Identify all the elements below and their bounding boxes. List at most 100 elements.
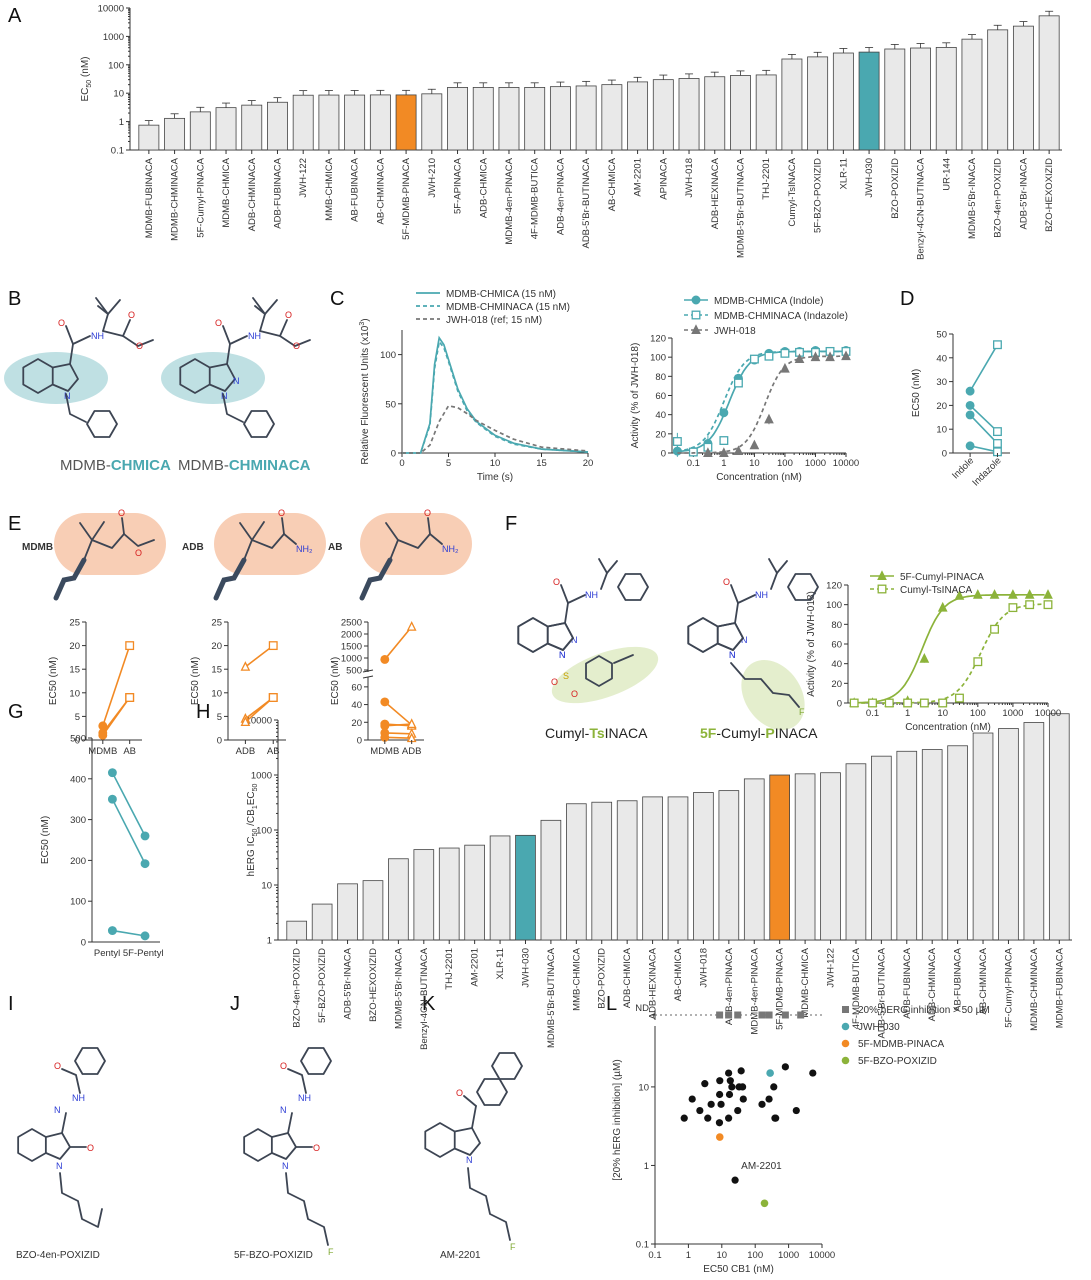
- panel-label-J: J: [230, 993, 240, 1015]
- F-legend-marker: [877, 584, 887, 594]
- D-point: [965, 400, 975, 410]
- I-phenyl: [74, 1047, 106, 1075]
- C-left-series-line: [402, 339, 589, 454]
- A-bar: [344, 94, 366, 151]
- A-category-label: ADB-FUBINACA: [272, 157, 283, 228]
- G-pair-line: [111, 772, 146, 837]
- E1-y-tick-label: 0: [75, 736, 80, 747]
- H-bar: [388, 858, 409, 941]
- H-y-tick-label: 10000: [246, 716, 272, 727]
- B-right-cyclohexyl: [243, 410, 275, 438]
- E-mdmb-ester: [123, 533, 155, 547]
- E1-y-tick-label: 15: [69, 665, 80, 676]
- A-bar: [832, 52, 854, 151]
- C-right-legend-label: MDMB-CHMICA (Indole): [714, 296, 823, 307]
- C-left-x-tick-label: 20: [583, 458, 594, 469]
- L-data-point: [726, 1077, 734, 1085]
- E3-pair-line: [384, 736, 412, 740]
- I-label: BZO-4en-POXIZID: [16, 1250, 100, 1261]
- H-bar: [667, 796, 689, 941]
- E-adb-carbonyl: [281, 517, 285, 535]
- F-left-amide: [564, 594, 586, 624]
- panel-label-H: H: [196, 701, 210, 723]
- F-x-tick-label: 0.1: [866, 708, 879, 719]
- A-category-label: 5F-Cumyl-PINACA: [195, 157, 206, 237]
- H-category-label: Benzyl-4CN-BUTINACA: [419, 947, 430, 1050]
- H-category-label: MDMB-4en-PINACA: [749, 947, 760, 1034]
- A-bar: [318, 94, 340, 151]
- panel-label-D: D: [900, 288, 914, 310]
- F-y-tick-label: 60: [831, 640, 842, 651]
- K-naphthyl-b: [491, 1052, 523, 1080]
- K-atom-N: N: [466, 1155, 473, 1165]
- B-left-cyclohexyl: [86, 410, 118, 438]
- G-y-tick-label: 500: [70, 734, 86, 745]
- H-category-label: 4F-MDMB-BUTICA: [851, 947, 862, 1029]
- F-left-cumyl: [598, 558, 608, 590]
- L-data-point: [770, 1083, 778, 1091]
- J-label: 5F-BZO-POXIZID: [234, 1250, 313, 1261]
- I-atom-NH: NH: [72, 1093, 85, 1103]
- J-atom-O2: O: [280, 1061, 287, 1071]
- G-y-tick-label: 200: [70, 856, 86, 867]
- C-right-y-tick-label: 0: [661, 449, 666, 460]
- C-right-x-axis-label: Concentration (nM): [716, 472, 802, 483]
- E1-point: [125, 641, 135, 651]
- D-y-axis-label: EC50 (nM): [911, 369, 922, 417]
- A-bar: [267, 101, 288, 151]
- B-left-label: MDMB-CHMICA: [60, 457, 171, 474]
- A-bar: [549, 86, 571, 151]
- C-right-data-point: [764, 413, 774, 424]
- L-legend-marker: [841, 1022, 850, 1031]
- F-right-pentyl: [730, 662, 800, 708]
- B-right-core-highlight: [161, 352, 265, 404]
- F-legend-marker: [877, 570, 887, 580]
- H-category-label: JWH-122: [826, 948, 837, 988]
- H-y-tick-label: 100: [256, 826, 272, 837]
- A-category-label: ADB-4en-PINACA: [555, 157, 566, 235]
- panel-label-F: F: [505, 513, 517, 535]
- C-right-y-tick-label: 80: [655, 372, 666, 383]
- D-pair-line: [969, 344, 999, 392]
- F-y-tick-label: 20: [831, 679, 842, 690]
- F-left-label: Cumyl-TsINACA: [545, 725, 648, 741]
- K-atom-O: O: [456, 1088, 463, 1098]
- E1-y-tick-label: 5: [75, 712, 80, 723]
- A-bar: [755, 74, 777, 151]
- F-right-atom-O: O: [723, 577, 730, 587]
- E3-y-tick-label: 2000: [341, 630, 362, 641]
- G-point: [107, 768, 117, 778]
- H-bar: [616, 800, 638, 941]
- D-y-tick-label: 40: [936, 353, 947, 364]
- H-bar: [769, 774, 790, 941]
- L-data-point: [765, 1095, 773, 1103]
- F-left-atom-O3: O: [571, 689, 578, 699]
- J-atom-NH: NH: [298, 1093, 311, 1103]
- A-bar: [524, 87, 546, 151]
- C-right-data-point: [719, 447, 729, 457]
- E3-y-tick-label: 2500: [341, 618, 362, 629]
- H-category-label: MDMB-CHMICA: [800, 947, 811, 1017]
- C-right-x-tick-label: 1000: [805, 458, 826, 469]
- L-data-point: [792, 1106, 800, 1115]
- H-category-label: 5F-BZO-POXIZID: [317, 948, 328, 1023]
- H-category-label: ADB-HEXINACA: [648, 947, 659, 1019]
- G-y-axis-label: EC50 (nM): [40, 816, 51, 864]
- B-left-ester-2: [122, 335, 154, 347]
- A-category-label: ADB-CHMICA: [478, 157, 489, 218]
- J-oxindole: [271, 1132, 297, 1160]
- F-left-methyl: [613, 654, 634, 664]
- J-hydrazone: [287, 1112, 293, 1134]
- E3-category-label: MDMB: [370, 746, 399, 757]
- H-category-label: THJ-2201: [444, 948, 455, 990]
- C-left-legend-label: JWH-018 (ref; 15 nM): [446, 315, 542, 326]
- F-data-point: [937, 601, 948, 612]
- C-right-legend-marker: [691, 295, 701, 305]
- E2-pair-line: [244, 644, 274, 668]
- A-category-label: ADB-CHMINACA: [247, 157, 258, 231]
- A-bar: [935, 46, 957, 151]
- C-right-data-point: [703, 447, 713, 457]
- F-left-atom-S: S: [563, 671, 569, 681]
- E-adb-amide: [283, 533, 297, 545]
- E-adb-chain: [251, 533, 285, 549]
